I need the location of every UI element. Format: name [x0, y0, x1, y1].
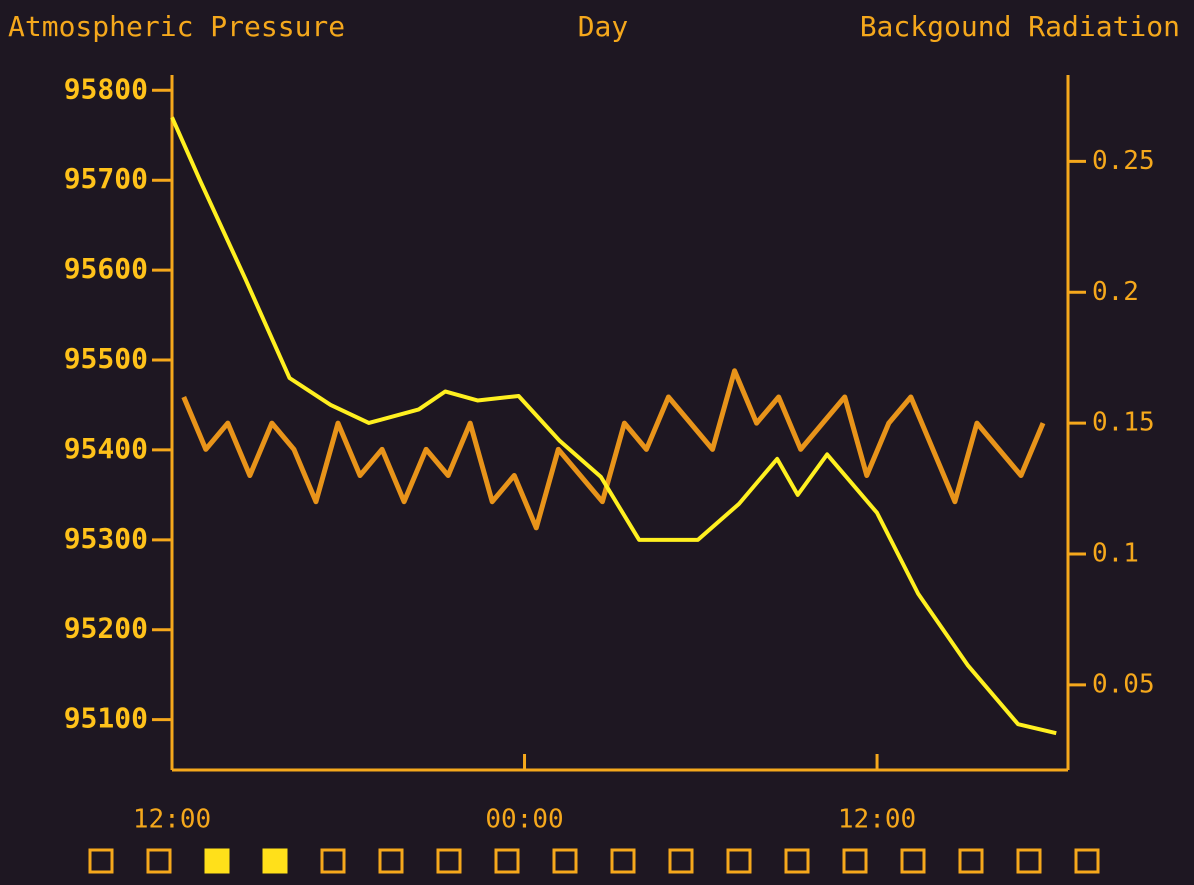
series-line [181, 368, 1046, 531]
x-tick-label: 12:00 [838, 805, 916, 835]
indicator [1016, 848, 1042, 874]
y2-axis-title: Backgound Radiation [860, 10, 1180, 43]
y-tick-label: 95600 [64, 252, 148, 285]
indicator [1074, 848, 1100, 874]
indicator [900, 848, 926, 874]
indicator [958, 848, 984, 874]
indicator [320, 848, 346, 874]
y2-tick-label: 0.25 [1092, 146, 1155, 176]
indicator [552, 848, 578, 874]
y-tick-label: 95400 [64, 432, 148, 465]
indicator [726, 848, 752, 874]
indicator [436, 848, 462, 874]
y2-tick-label: 0.05 [1092, 669, 1155, 699]
series-line [170, 116, 1057, 736]
y-tick-label: 95500 [64, 342, 148, 375]
indicator [262, 848, 288, 874]
indicator [88, 848, 114, 874]
indicator [610, 848, 636, 874]
indicator [204, 848, 230, 874]
indicator-row [88, 848, 1100, 874]
indicator [842, 848, 868, 874]
y2-tick-label: 0.2 [1092, 277, 1139, 307]
y2-tick-label: 0.15 [1092, 408, 1155, 438]
y-tick-label: 95200 [64, 612, 148, 645]
y-tick-label: 95800 [64, 72, 148, 105]
indicator [146, 848, 172, 874]
chart-title: Day [578, 10, 629, 43]
y-tick-label: 95300 [64, 522, 148, 555]
indicator [784, 848, 810, 874]
y-axis-title: Atmospheric Pressure [8, 10, 345, 43]
y-tick-label: 95700 [64, 162, 148, 195]
indicator [378, 848, 404, 874]
x-tick-label: 12:00 [133, 805, 211, 835]
x-tick-label: 00:00 [485, 805, 563, 835]
indicator [494, 848, 520, 874]
y2-tick-label: 0.1 [1092, 539, 1139, 569]
indicator [668, 848, 694, 874]
y-tick-label: 95100 [64, 702, 148, 735]
